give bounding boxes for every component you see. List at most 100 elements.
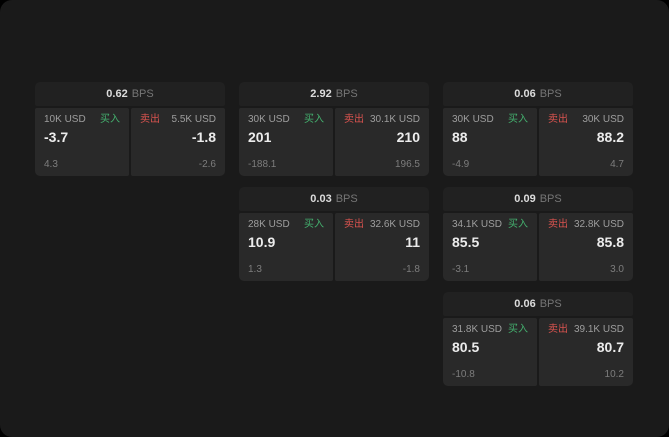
buy-panel[interactable]: 30K USD 买入 88 -4.9: [443, 108, 537, 176]
sell-size-label: 5.5K USD: [171, 114, 216, 125]
buy-panel[interactable]: 10K USD 买入 -3.7 4.3: [35, 108, 129, 176]
sell-price: 11: [405, 234, 420, 250]
sell-panel[interactable]: 卖出 30.1K USD 210 196.5: [335, 108, 429, 176]
buy-size-label: 31.8K USD: [452, 324, 503, 335]
buy-panel-top: 30K USD 买入: [452, 115, 528, 125]
buy-button[interactable]: 买入: [508, 114, 528, 125]
sell-panel[interactable]: 卖出 39.1K USD 80.7 10.2: [539, 318, 633, 386]
buy-sub-value: -10.8: [452, 369, 475, 380]
quote-card: 0.06 BPS 30K USD 买入 88 -4.9 卖出 30K USD: [443, 82, 633, 176]
sell-panel[interactable]: 卖出 32.6K USD 11 -1.8: [335, 213, 429, 281]
buy-panel[interactable]: 31.8K USD 买入 80.5 -10.8: [443, 318, 537, 386]
quote-card-body: 10K USD 买入 -3.7 4.3 卖出 5.5K USD -1.8 -2.…: [35, 108, 225, 176]
sell-button[interactable]: 卖出: [548, 114, 568, 125]
buy-panel-top: 30K USD 买入: [248, 115, 324, 125]
buy-sub-value: -188.1: [248, 159, 277, 170]
sell-sub-value: 10.2: [604, 369, 624, 380]
spread-unit-label: BPS: [539, 193, 562, 205]
sell-button[interactable]: 卖出: [344, 114, 364, 125]
buy-panel[interactable]: 34.1K USD 买入 85.5 -3.1: [443, 213, 537, 281]
buy-panel-top: 34.1K USD 买入: [452, 220, 528, 230]
buy-size-label: 28K USD: [248, 219, 290, 230]
spread-unit-label: BPS: [131, 88, 154, 100]
sell-sub-value: 3.0: [610, 264, 624, 275]
spread-header: 0.09 BPS: [443, 187, 633, 211]
spread-value: 2.92: [310, 88, 332, 100]
spread-value: 0.09: [514, 193, 536, 205]
buy-panel-top: 10K USD 买入: [44, 115, 120, 125]
buy-panel[interactable]: 28K USD 买入 10.9 1.3: [239, 213, 333, 281]
sell-price: 80.7: [596, 339, 624, 355]
sell-sub-value: 4.7: [610, 159, 624, 170]
sell-panel[interactable]: 卖出 32.8K USD 85.8 3.0: [539, 213, 633, 281]
buy-sub-value: 1.3: [248, 264, 262, 275]
quote-card-body: 30K USD 买入 88 -4.9 卖出 30K USD 88.2 4.7: [443, 108, 633, 176]
buy-panel-top: 31.8K USD 买入: [452, 325, 528, 335]
spread-value: 0.06: [514, 298, 536, 310]
sell-panel-top: 卖出 5.5K USD: [140, 115, 216, 125]
quote-card-grid: 0.62 BPS 10K USD 买入 -3.7 4.3 卖出 5.5K USD: [35, 82, 633, 386]
buy-size-label: 30K USD: [248, 114, 290, 125]
buy-button[interactable]: 买入: [304, 114, 324, 125]
quote-card: 2.92 BPS 30K USD 买入 201 -188.1 卖出 30.1K …: [239, 82, 429, 176]
sell-panel-top: 卖出 30.1K USD: [344, 115, 420, 125]
buy-size-label: 30K USD: [452, 114, 494, 125]
sell-price: 210: [396, 129, 420, 145]
spread-unit-label: BPS: [335, 88, 358, 100]
sell-panel-top: 卖出 32.6K USD: [344, 220, 420, 230]
sell-button[interactable]: 卖出: [140, 114, 160, 125]
buy-button[interactable]: 买入: [508, 219, 528, 230]
quote-card: 0.62 BPS 10K USD 买入 -3.7 4.3 卖出 5.5K USD: [35, 82, 225, 176]
sell-size-label: 30.1K USD: [369, 114, 420, 125]
spread-header: 0.03 BPS: [239, 187, 429, 211]
quote-card: 0.03 BPS 28K USD 买入 10.9 1.3 卖出 32.6K US…: [239, 187, 429, 281]
spread-unit-label: BPS: [539, 298, 562, 310]
sell-sub-value: -2.6: [198, 159, 216, 170]
sell-button[interactable]: 卖出: [548, 219, 568, 230]
sell-panel[interactable]: 卖出 5.5K USD -1.8 -2.6: [131, 108, 225, 176]
buy-price: -3.7: [44, 129, 69, 145]
sell-price: -1.8: [191, 129, 216, 145]
quote-card-body: 31.8K USD 买入 80.5 -10.8 卖出 39.1K USD 80.…: [443, 318, 633, 386]
spread-header: 0.62 BPS: [35, 82, 225, 106]
buy-size-label: 34.1K USD: [452, 219, 503, 230]
buy-panel-top: 28K USD 买入: [248, 220, 324, 230]
spread-unit-label: BPS: [335, 193, 358, 205]
sell-panel-top: 卖出 32.8K USD: [548, 220, 624, 230]
sell-price: 85.8: [596, 234, 624, 250]
sell-price: 88.2: [596, 129, 624, 145]
sell-sub-value: -1.8: [402, 264, 420, 275]
sell-button[interactable]: 卖出: [344, 219, 364, 230]
buy-size-label: 10K USD: [44, 114, 86, 125]
buy-button[interactable]: 买入: [304, 219, 324, 230]
quote-card-body: 30K USD 买入 201 -188.1 卖出 30.1K USD 210 1…: [239, 108, 429, 176]
buy-sub-value: -4.9: [452, 159, 470, 170]
sell-button[interactable]: 卖出: [548, 324, 568, 335]
buy-panel[interactable]: 30K USD 买入 201 -188.1: [239, 108, 333, 176]
spread-value: 0.62: [106, 88, 128, 100]
buy-sub-value: 4.3: [44, 159, 58, 170]
buy-button[interactable]: 买入: [100, 114, 120, 125]
buy-price: 80.5: [452, 339, 480, 355]
sell-panel-top: 卖出 30K USD: [548, 115, 624, 125]
sell-panel[interactable]: 卖出 30K USD 88.2 4.7: [539, 108, 633, 176]
buy-price: 10.9: [248, 234, 276, 250]
quote-card-body: 28K USD 买入 10.9 1.3 卖出 32.6K USD 11 -1.8: [239, 213, 429, 281]
spread-unit-label: BPS: [539, 88, 562, 100]
buy-price: 85.5: [452, 234, 480, 250]
sell-size-label: 32.8K USD: [573, 219, 624, 230]
quote-card: 0.09 BPS 34.1K USD 买入 85.5 -3.1 卖出 32.8K…: [443, 187, 633, 281]
spread-header: 0.06 BPS: [443, 292, 633, 316]
sell-sub-value: 196.5: [394, 159, 420, 170]
sell-size-label: 30K USD: [582, 114, 624, 125]
buy-price: 201: [248, 129, 272, 145]
spread-value: 0.03: [310, 193, 332, 205]
buy-button[interactable]: 买入: [508, 324, 528, 335]
spread-value: 0.06: [514, 88, 536, 100]
sell-size-label: 32.6K USD: [369, 219, 420, 230]
spread-header: 2.92 BPS: [239, 82, 429, 106]
quote-card: 0.06 BPS 31.8K USD 买入 80.5 -10.8 卖出 39.1…: [443, 292, 633, 386]
buy-price: 88: [452, 129, 468, 145]
sell-size-label: 39.1K USD: [573, 324, 624, 335]
